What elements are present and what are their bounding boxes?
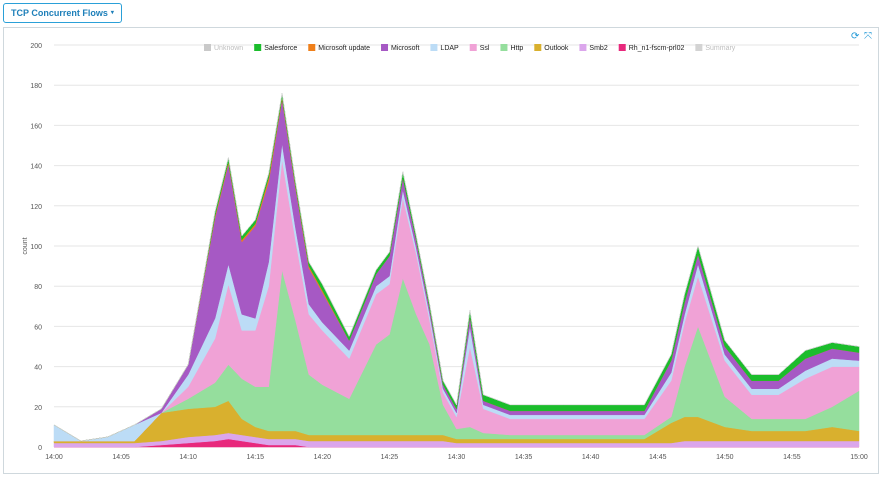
legend-item-http[interactable]: Http xyxy=(500,44,523,52)
legend-label: Rh_n1-fscm-prl02 xyxy=(629,45,685,52)
legend-swatch xyxy=(618,44,626,51)
y-tick-label: 40 xyxy=(34,365,42,372)
legend-swatch xyxy=(534,44,542,51)
legend-item-smb2[interactable]: Smb2 xyxy=(579,44,608,52)
chart-panel: ⟳ ⤧ 0 20 40 60 80 100 120 140 160 180 200 14:00 14:0… xyxy=(3,27,879,474)
y-tick-label: 180 xyxy=(30,83,42,90)
legend-label: Microsoft xyxy=(391,45,419,52)
legend-item-unknown[interactable]: Unknown xyxy=(204,44,243,52)
x-tick-label: 14:00 xyxy=(45,454,63,461)
stacked-area-chart: 0 20 40 60 80 100 120 140 160 180 200 14:00 14:05 14:… xyxy=(22,43,868,461)
legend-label: Salesforce xyxy=(264,45,297,52)
y-tick-label: 120 xyxy=(30,204,42,211)
legend-item-summary[interactable]: Summary xyxy=(695,44,736,52)
x-tick-label: 14:20 xyxy=(314,454,332,461)
y-tick-label: 60 xyxy=(34,324,42,331)
chart-toolbar: ⟳ ⤧ xyxy=(851,32,874,42)
legend-label: LDAP xyxy=(440,45,459,52)
expand-icon[interactable]: ⤧ xyxy=(864,31,872,42)
legend-item-rh-n1-fscm-prl02[interactable]: Rh_n1-fscm-prl02 xyxy=(618,44,685,52)
legend-swatch xyxy=(254,44,262,51)
x-tick-label: 14:10 xyxy=(179,454,197,461)
x-tick-label: 14:40 xyxy=(582,454,600,461)
legend-item-microsoft-update[interactable]: Microsoft update xyxy=(308,44,370,52)
area-series xyxy=(53,93,860,448)
legend-item-microsoft[interactable]: Microsoft xyxy=(381,44,419,52)
y-tick-label: 200 xyxy=(30,43,42,50)
legend-label: Ssl xyxy=(480,45,490,52)
y-axis-label: count xyxy=(22,237,29,254)
legend-label: Unknown xyxy=(214,45,243,52)
series-area-summary xyxy=(53,93,860,442)
y-tick-label: 20 xyxy=(34,405,42,412)
legend-item-ldap[interactable]: LDAP xyxy=(430,44,459,52)
legend: Unknown Salesforce Microsoft update Microso… xyxy=(204,44,736,52)
legend-label: Outlook xyxy=(544,45,569,52)
y-tick-label: 160 xyxy=(30,123,42,130)
legend-label: Http xyxy=(510,45,523,52)
legend-item-salesforce[interactable]: Salesforce xyxy=(254,44,297,52)
x-tick-label: 14:55 xyxy=(783,454,801,461)
y-tick-label: 140 xyxy=(30,164,42,171)
y-tick-label: 0 xyxy=(38,445,42,452)
legend-swatch xyxy=(204,44,211,51)
legend-swatch xyxy=(308,44,316,51)
legend-swatch xyxy=(500,44,508,51)
chart-selector-label: TCP Concurrent Flows xyxy=(11,8,108,18)
legend-swatch xyxy=(579,44,587,51)
refresh-icon[interactable]: ⟳ xyxy=(851,31,860,42)
x-tick-label: 14:15 xyxy=(246,454,264,461)
legend-swatch xyxy=(381,44,389,51)
legend-swatch xyxy=(469,44,477,51)
y-tick-label: 80 xyxy=(34,284,42,291)
legend-item-outlook[interactable]: Outlook xyxy=(534,44,569,52)
legend-label: Smb2 xyxy=(589,45,607,52)
x-tick-label: 14:45 xyxy=(649,454,667,461)
x-tick-label: 14:25 xyxy=(381,454,399,461)
chevron-down-icon: ▾ xyxy=(110,10,114,16)
legend-label: Microsoft update xyxy=(318,45,370,52)
legend-swatch xyxy=(695,44,703,51)
legend-swatch xyxy=(430,44,438,51)
x-tick-label: 14:35 xyxy=(515,454,533,461)
chart-selector-dropdown[interactable]: TCP Concurrent Flows ▾ xyxy=(3,3,122,23)
legend-item-ssl[interactable]: Ssl xyxy=(469,44,490,52)
x-tick-label: 14:05 xyxy=(112,454,130,461)
x-tick-label: 14:50 xyxy=(716,454,734,461)
x-tick-label: 15:00 xyxy=(850,454,868,461)
y-tick-label: 100 xyxy=(30,244,42,251)
legend-label: Summary xyxy=(705,45,735,52)
axis-labels: 0 20 40 60 80 100 120 140 160 180 200 14:00 14:05 14:… xyxy=(22,43,868,461)
x-tick-label: 14:30 xyxy=(448,454,466,461)
